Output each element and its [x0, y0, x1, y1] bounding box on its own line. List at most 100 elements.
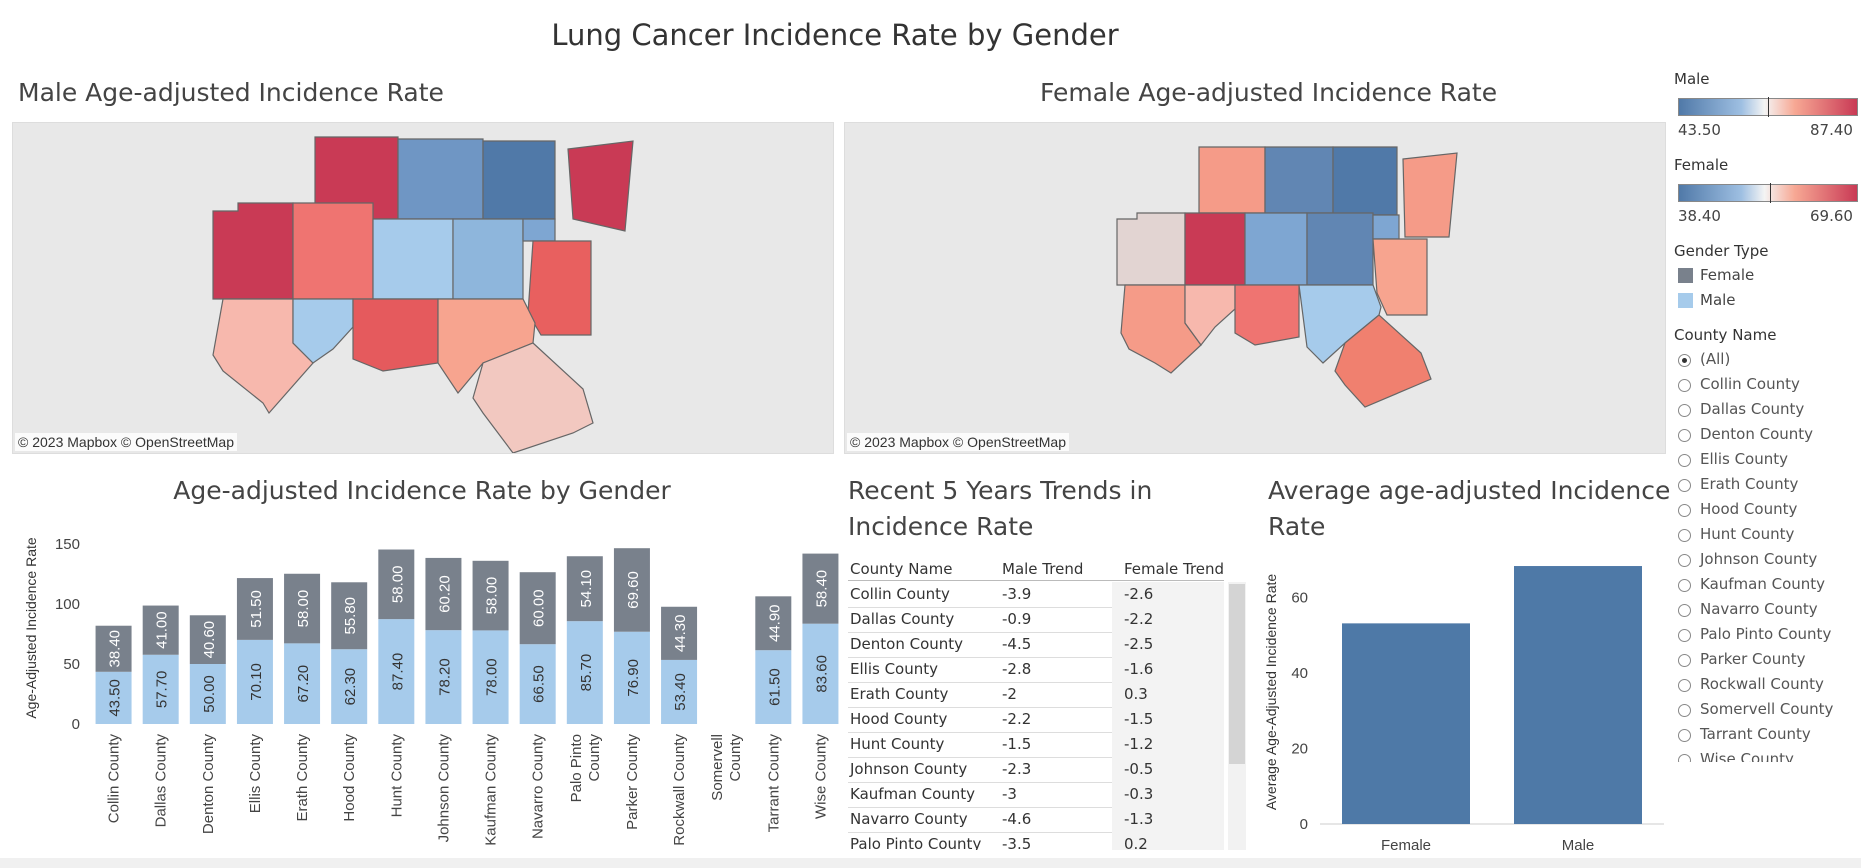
- county-kaufman[interactable]: [527, 240, 592, 336]
- radio-button[interactable]: [1678, 529, 1691, 542]
- female-choropleth[interactable]: [845, 123, 1665, 453]
- county-tarrant[interactable]: [1244, 212, 1308, 286]
- bar-female[interactable]: [802, 553, 839, 624]
- bar-male[interactable]: [802, 623, 839, 724]
- bar-female[interactable]: [189, 615, 226, 664]
- bar-male[interactable]: [189, 664, 226, 724]
- bar-female[interactable]: [236, 578, 273, 640]
- table-row[interactable]: Denton County -4.5 -2.5: [848, 632, 1224, 658]
- bar-male[interactable]: [755, 650, 792, 724]
- avg-bar[interactable]: [1514, 566, 1642, 824]
- gender-legend-male[interactable]: Male: [1700, 291, 1736, 309]
- bar-female[interactable]: [661, 606, 698, 660]
- county-johnson[interactable]: [352, 298, 439, 372]
- avg-bar[interactable]: [1342, 623, 1470, 824]
- bar-female[interactable]: [566, 556, 603, 622]
- county-hunt[interactable]: [567, 140, 634, 232]
- county-collin[interactable]: [1332, 146, 1398, 216]
- county-option[interactable]: Parker County: [1674, 650, 1860, 672]
- county-option[interactable]: Kaufman County: [1674, 575, 1860, 597]
- county-option[interactable]: Erath County: [1674, 475, 1860, 497]
- bar-female[interactable]: [95, 625, 132, 672]
- table-row[interactable]: Palo Pinto County -3.5 0.2: [848, 832, 1224, 850]
- county-kaufman[interactable]: [1372, 238, 1428, 316]
- county-option-label[interactable]: Rockwall County: [1700, 675, 1824, 693]
- swatch-male[interactable]: [1678, 293, 1693, 308]
- radio-button[interactable]: [1678, 554, 1691, 567]
- trends-table[interactable]: County Name Male Trend Female Trend Coll…: [848, 558, 1248, 850]
- bar-male[interactable]: [142, 654, 179, 724]
- radio-button[interactable]: [1678, 629, 1691, 642]
- radio-button[interactable]: [1678, 604, 1691, 617]
- county-option[interactable]: Somervell County: [1674, 700, 1860, 722]
- county-option-label[interactable]: Palo Pinto County: [1700, 625, 1832, 643]
- county-option-label[interactable]: Somervell County: [1700, 700, 1834, 718]
- bar-female[interactable]: [425, 557, 462, 631]
- county-option[interactable]: Hood County: [1674, 500, 1860, 522]
- radio-button[interactable]: [1678, 754, 1691, 762]
- bar-female[interactable]: [613, 548, 650, 632]
- county-option-label[interactable]: Ellis County: [1700, 450, 1788, 468]
- county-option-label[interactable]: (All): [1700, 350, 1731, 368]
- table-row[interactable]: Hunt County -1.5 -1.2: [848, 732, 1224, 758]
- radio-button[interactable]: [1678, 729, 1691, 742]
- radio-button[interactable]: [1678, 404, 1691, 417]
- county-denton[interactable]: [1264, 146, 1334, 214]
- county-tarrant[interactable]: [372, 218, 454, 300]
- table-scrollbar-thumb[interactable]: [1229, 584, 1245, 764]
- county-option[interactable]: Collin County: [1674, 375, 1860, 397]
- county-option-label[interactable]: Parker County: [1700, 650, 1806, 668]
- county-option-label[interactable]: Collin County: [1700, 375, 1800, 393]
- county-rockwall[interactable]: [1372, 214, 1400, 240]
- county-option-label[interactable]: Erath County: [1700, 475, 1799, 493]
- radio-button[interactable]: [1678, 354, 1691, 367]
- bar-female[interactable]: [331, 582, 368, 650]
- county-option[interactable]: Dallas County: [1674, 400, 1860, 422]
- radio-button[interactable]: [1678, 504, 1691, 517]
- bar-male[interactable]: [519, 644, 556, 724]
- county-navarro[interactable]: [1334, 314, 1432, 408]
- bar-female[interactable]: [755, 596, 792, 651]
- table-row[interactable]: Kaufman County -3 -0.3: [848, 782, 1224, 808]
- county-dallas[interactable]: [1306, 212, 1374, 286]
- county-johnson[interactable]: [1234, 284, 1300, 346]
- county-option[interactable]: Palo Pinto County: [1674, 625, 1860, 647]
- county-parker[interactable]: [292, 202, 374, 300]
- bar-female[interactable]: [472, 560, 509, 631]
- bar-male[interactable]: [566, 621, 603, 724]
- county-option-label[interactable]: Tarrant County: [1700, 725, 1811, 743]
- header-male-trend[interactable]: Male Trend: [1002, 560, 1084, 578]
- bar-male[interactable]: [613, 631, 650, 724]
- table-row[interactable]: Johnson County -2.3 -0.5: [848, 757, 1224, 783]
- county-dallas[interactable]: [452, 218, 524, 300]
- county-option[interactable]: Johnson County: [1674, 550, 1860, 572]
- county-option-label[interactable]: Wise County: [1700, 750, 1794, 762]
- table-row[interactable]: Erath County -2 0.3: [848, 682, 1224, 708]
- county-option-label[interactable]: Hood County: [1700, 500, 1798, 518]
- county-option[interactable]: Wise County: [1674, 750, 1860, 762]
- radio-button[interactable]: [1678, 579, 1691, 592]
- header-female-trend[interactable]: Female Trend: [1124, 560, 1225, 578]
- county-option-label[interactable]: Denton County: [1700, 425, 1814, 443]
- bar-male[interactable]: [236, 639, 273, 724]
- header-county[interactable]: County Name: [850, 560, 953, 578]
- county-palo-pinto[interactable]: [212, 202, 294, 300]
- county-denton[interactable]: [397, 138, 484, 220]
- county-parker[interactable]: [1184, 212, 1246, 286]
- county-option[interactable]: Hunt County: [1674, 525, 1860, 547]
- bar-female[interactable]: [284, 573, 321, 644]
- male-map-credit[interactable]: © 2023 Mapbox © OpenStreetMap: [15, 433, 237, 451]
- county-hunt[interactable]: [1402, 152, 1458, 238]
- county-filter-list[interactable]: (All) Collin County Dallas County Denton Co…: [1674, 350, 1860, 762]
- radio-button[interactable]: [1678, 454, 1691, 467]
- bar-male[interactable]: [378, 619, 415, 724]
- county-option-label[interactable]: Johnson County: [1700, 550, 1818, 568]
- female-map[interactable]: © 2023 Mapbox © OpenStreetMap: [844, 122, 1666, 454]
- county-option[interactable]: Denton County: [1674, 425, 1860, 447]
- radio-button[interactable]: [1678, 479, 1691, 492]
- radio-button[interactable]: [1678, 679, 1691, 692]
- county-wise[interactable]: [1198, 146, 1266, 214]
- county-option-label[interactable]: Dallas County: [1700, 400, 1805, 418]
- county-option[interactable]: Ellis County: [1674, 450, 1860, 472]
- bar-female[interactable]: [142, 605, 179, 655]
